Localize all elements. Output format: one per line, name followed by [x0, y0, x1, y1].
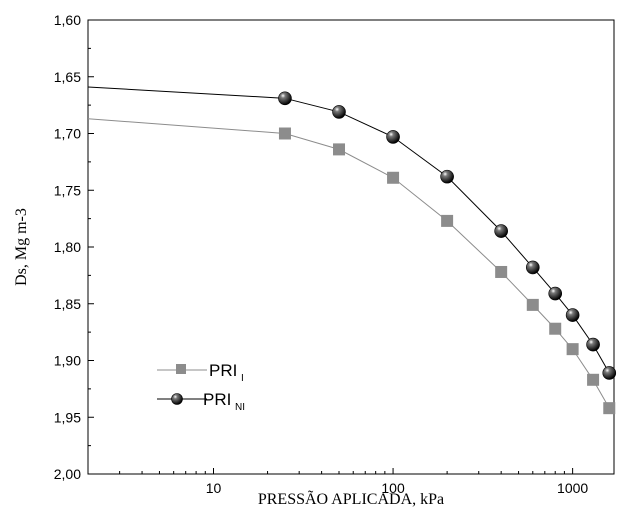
x-axis-title: PRESSÃO APLICADA, kPa — [258, 490, 444, 508]
x-axis-ticks: 10 100 1000 — [87, 468, 588, 496]
legend-entry-pri-i: PRI I — [157, 361, 244, 384]
data-point-square — [566, 343, 579, 356]
legend-subscript-ni: NI — [235, 402, 245, 413]
series-layer — [87, 86, 617, 415]
legend-marker-circle — [171, 393, 183, 405]
y-tick-label: 1,75 — [54, 182, 81, 198]
data-point-circle — [586, 337, 600, 352]
y-tick-label: 2,00 — [54, 466, 81, 482]
plot-frame — [87, 19, 615, 475]
legend-label-pri-ni: PRI — [203, 390, 231, 409]
data-point-square — [333, 143, 346, 156]
data-point-square — [549, 322, 562, 335]
data-point-circle — [602, 366, 617, 380]
series-line-1 — [87, 86, 610, 374]
y-tick-label: 1,70 — [54, 126, 81, 142]
legend-marker-square — [176, 364, 186, 374]
y-tick-label: 1,65 — [54, 69, 81, 85]
data-point-circle — [525, 260, 540, 275]
legend: PRI I PRI NI — [157, 361, 245, 413]
data-point-square — [587, 373, 600, 386]
data-point-circle — [440, 169, 454, 184]
legend-subscript-i: I — [241, 373, 244, 384]
legend-label-pri-i: PRI — [209, 361, 237, 380]
y-tick-label: 1,95 — [54, 409, 81, 425]
y-tick-label: 1,85 — [54, 296, 81, 312]
data-point-square — [278, 127, 291, 140]
data-point-circle — [278, 91, 292, 106]
x-tick-label: 100 — [381, 480, 405, 496]
data-point-circle — [332, 105, 346, 119]
data-point-circle — [386, 130, 400, 144]
data-point-square — [603, 402, 616, 415]
data-point-circle — [494, 224, 508, 238]
y-tick-label: 1,60 — [54, 12, 81, 28]
y-tick-label: 1,80 — [54, 239, 81, 255]
data-point-square — [441, 214, 454, 227]
data-point-square — [526, 298, 539, 311]
y-axis-title: Ds, Mg m-3 — [13, 208, 30, 286]
data-point-circle — [565, 308, 580, 322]
y-axis-ticks: 1,60 1,65 1,70 1,75 1,80 1,85 1,90 1,95 2,00 — [54, 12, 94, 482]
data-point-circle — [548, 286, 563, 301]
x-tick-label: 10 — [206, 480, 222, 496]
data-point-square — [387, 171, 400, 184]
y-tick-label: 1,90 — [54, 353, 81, 369]
data-point-square — [495, 265, 508, 278]
x-tick-label: 1000 — [557, 480, 588, 496]
legend-entry-pri-ni: PRI NI — [157, 390, 245, 413]
